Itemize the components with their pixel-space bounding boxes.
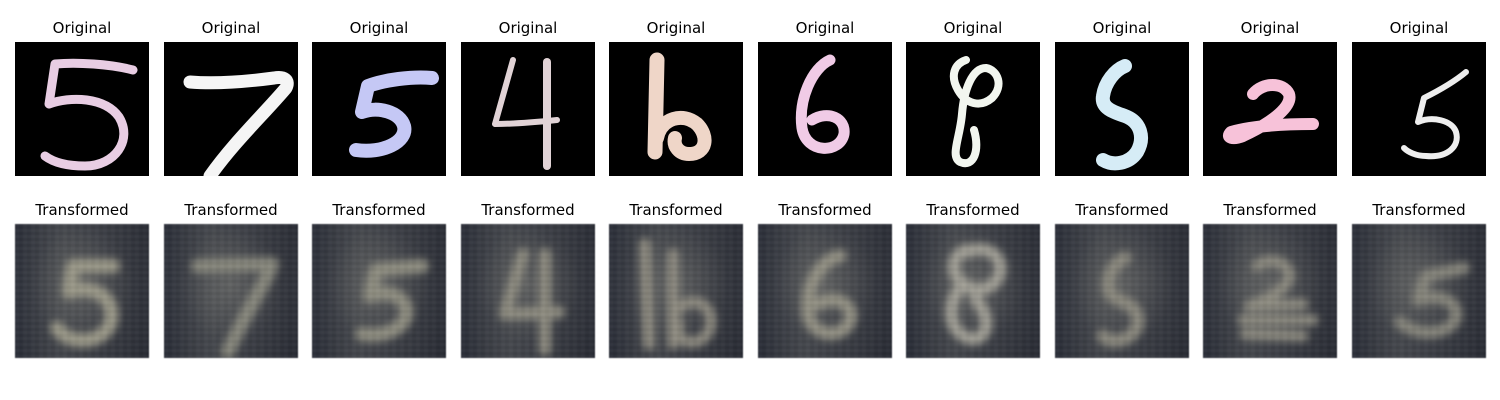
digit-5-blurred: [1394, 262, 1470, 339]
digit-6-stroke: [647, 52, 712, 161]
original-image-9: [1203, 42, 1337, 176]
digit-5-stroke: [1401, 69, 1469, 160]
transformed-caption-6: Transformed: [778, 201, 872, 219]
digit-8-stroke: [949, 56, 1003, 168]
original-image-5: [609, 42, 743, 176]
digit-6-blurred: [801, 249, 857, 340]
digit-8-blurred: [945, 243, 1007, 345]
original-caption-8: Original: [1092, 19, 1152, 37]
original-image-10: [1352, 42, 1486, 176]
digit-5-blurred: [355, 259, 429, 342]
transformed-image-6: [758, 224, 892, 358]
original-caption-6: Original: [795, 19, 855, 37]
digit-4-blurred: [499, 248, 565, 356]
transformed-caption-9: Transformed: [1223, 201, 1317, 219]
transformed-caption-3: Transformed: [332, 201, 426, 219]
original-image-4: [461, 42, 595, 176]
original-image-7: [906, 42, 1040, 176]
digit-5-stroke: [40, 58, 138, 171]
original-caption-2: Original: [201, 19, 261, 37]
transformed-image-1: [15, 224, 149, 358]
original-image-8: [1055, 42, 1189, 176]
original-caption-9: Original: [1240, 19, 1300, 37]
original-caption-1: Original: [52, 19, 112, 37]
original-caption-10: Original: [1389, 19, 1449, 37]
digit-5-blurred: [50, 259, 120, 348]
digit-5-stroke: [1095, 59, 1148, 171]
original-image-2: [164, 42, 298, 176]
digit-5-stroke: [349, 70, 439, 158]
transformed-caption-7: Transformed: [926, 201, 1020, 219]
transformed-image-10: [1352, 224, 1486, 358]
transformed-caption-1: Transformed: [35, 201, 129, 219]
digit-5-blurred: [1096, 251, 1145, 348]
transformed-image-4: [461, 224, 595, 358]
original-caption-4: Original: [498, 19, 558, 37]
transformed-caption-2: Transformed: [184, 201, 278, 219]
transformed-image-2: [164, 224, 298, 358]
transformed-image-7: [906, 224, 1040, 358]
transformed-caption-8: Transformed: [1075, 201, 1169, 219]
digit-2-stroke: [1222, 79, 1319, 145]
digit-6-stroke: [795, 54, 850, 154]
original-image-1: [15, 42, 149, 176]
transformed-image-3: [312, 224, 446, 358]
transformed-image-5: [609, 224, 743, 358]
transformed-caption-4: Transformed: [481, 201, 575, 219]
transformed-caption-5: Transformed: [629, 201, 723, 219]
transformed-image-8: [1055, 224, 1189, 358]
original-image-6: [758, 42, 892, 176]
digit-6-blurred: [639, 238, 717, 350]
original-caption-7: Original: [943, 19, 1003, 37]
transformed-caption-10: Transformed: [1372, 201, 1466, 219]
transformed-image-9: [1203, 224, 1337, 358]
digit-7-blurred: [191, 257, 279, 358]
digit-4-stroke: [492, 57, 560, 170]
original-caption-3: Original: [349, 19, 409, 37]
digit-2-blurred: [1237, 255, 1319, 342]
original-caption-5: Original: [646, 19, 706, 37]
digit-7-stroke: [183, 71, 294, 176]
original-image-3: [312, 42, 446, 176]
